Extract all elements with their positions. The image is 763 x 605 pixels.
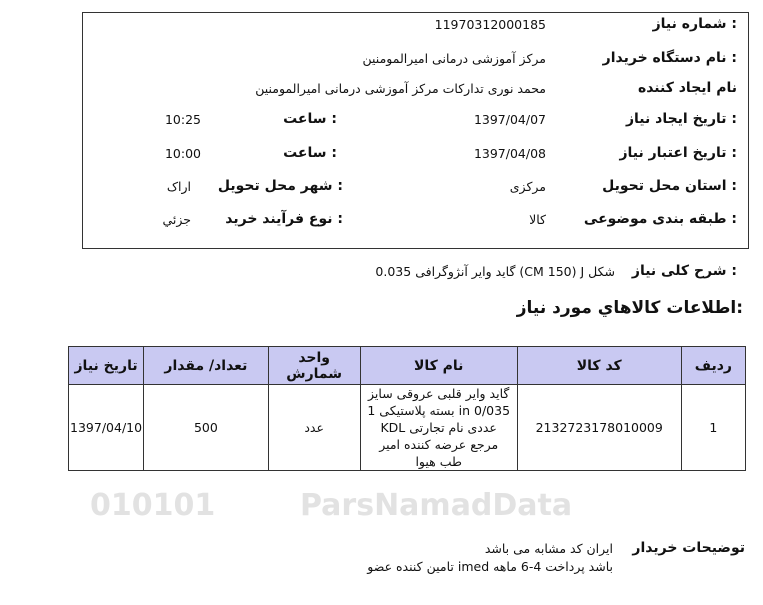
creator-label: نام ایجاد کننده [637, 80, 737, 96]
cell-row-number: 1 [680, 384, 747, 471]
section-title: اطلاعات کالاهاي مورد نیاز: [516, 298, 743, 318]
buyer-note-line-2: تامین کننده عضو imed باشد پرداخت 4-6 ماه… [367, 559, 613, 574]
created-date: 1397/04/07 [473, 112, 546, 127]
watermark-logo-text: ParsNamadData [300, 488, 573, 523]
created-time: 10:25 [164, 112, 201, 127]
valid-time: 10:00 [164, 146, 201, 161]
need-number-label: شماره نیاز : [652, 16, 737, 32]
province-label: استان محل تحویل : [602, 178, 737, 194]
cell-unit: عدد [267, 384, 361, 471]
created-date-label: تاریخ ایجاد نیاز : [625, 111, 737, 127]
header-need-date: تاریخ نیاز [67, 346, 145, 385]
city: اراک [166, 179, 191, 194]
process: جزئي [162, 212, 191, 227]
summary-label: شرح کلی نیاز : [631, 263, 737, 279]
cell-item-code: 2132723178010009 [516, 384, 682, 471]
watermark-digits: 010101 [90, 488, 216, 523]
need-number: 11970312000185 [434, 17, 546, 32]
summary-value: گاید وایر آنژوگرافی 0.035 (CM 150) J شکل [375, 264, 615, 279]
creator: محمد نوری تدارکات مرکز آموزشی درمانی امی… [255, 81, 546, 96]
category: کالا [529, 212, 546, 227]
city-label: شهر محل تحویل : [217, 178, 343, 194]
header-item-code: کد کالا [516, 346, 682, 385]
table-header-row: ردیف کد کالا نام کالا واحد شمارش تعداد/ … [67, 346, 747, 385]
created-time-label: ساعت : [283, 111, 337, 127]
valid-date: 1397/04/08 [473, 146, 546, 161]
province: مرکزی [509, 179, 546, 194]
valid-date-label: تاریخ اعتبار نیاز : [619, 145, 737, 161]
cell-quantity: 500 [143, 384, 269, 471]
buyer-org-label: نام دستگاه خریدار : [602, 50, 737, 66]
info-box [82, 12, 749, 249]
cell-item-name: گاید وایر قلبی عروقی سایز in 0/035 بسته … [359, 384, 518, 471]
process-label: نوع فرآیند خرید : [225, 211, 343, 227]
header-unit: واحد شمارش [267, 346, 361, 385]
items-table: ردیف کد کالا نام کالا واحد شمارش تعداد/ … [67, 346, 747, 471]
header-row-number: ردیف [680, 346, 747, 385]
buyer-org: مرکز آموزشی درمانی امیرالمومنین [362, 51, 546, 66]
table-row: 1 2132723178010009 گاید وایر قلبی عروقی … [67, 384, 747, 471]
header-item-name: نام کالا [359, 346, 518, 385]
buyer-note-line-1: ایران کد مشابه می باشد [484, 541, 613, 556]
valid-time-label: ساعت : [283, 145, 337, 161]
buyer-notes-label: توضیحات خریدار [632, 540, 745, 556]
cell-need-date: 1397/04/10 [67, 384, 145, 471]
header-quantity: تعداد/ مقدار [143, 346, 269, 385]
category-label: طبقه بندی موضوعی : [583, 211, 737, 227]
